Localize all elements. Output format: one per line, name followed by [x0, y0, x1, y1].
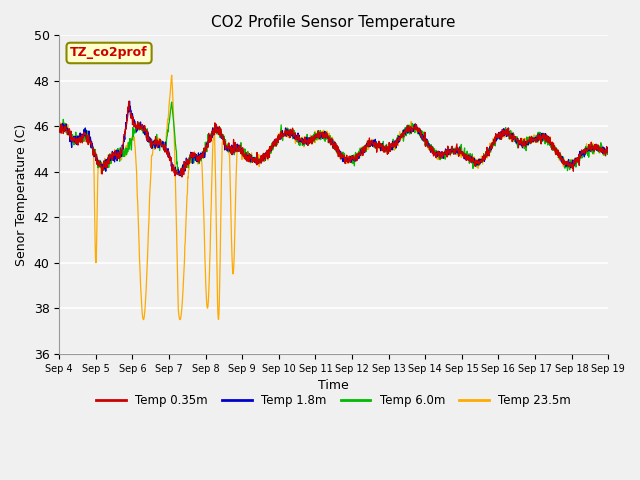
Legend: Temp 0.35m, Temp 1.8m, Temp 6.0m, Temp 23.5m: Temp 0.35m, Temp 1.8m, Temp 6.0m, Temp 2… [92, 389, 575, 411]
Title: CO2 Profile Sensor Temperature: CO2 Profile Sensor Temperature [211, 15, 456, 30]
X-axis label: Time: Time [318, 379, 349, 392]
Y-axis label: Senor Temperature (C): Senor Temperature (C) [15, 123, 28, 266]
Text: TZ_co2prof: TZ_co2prof [70, 47, 148, 60]
